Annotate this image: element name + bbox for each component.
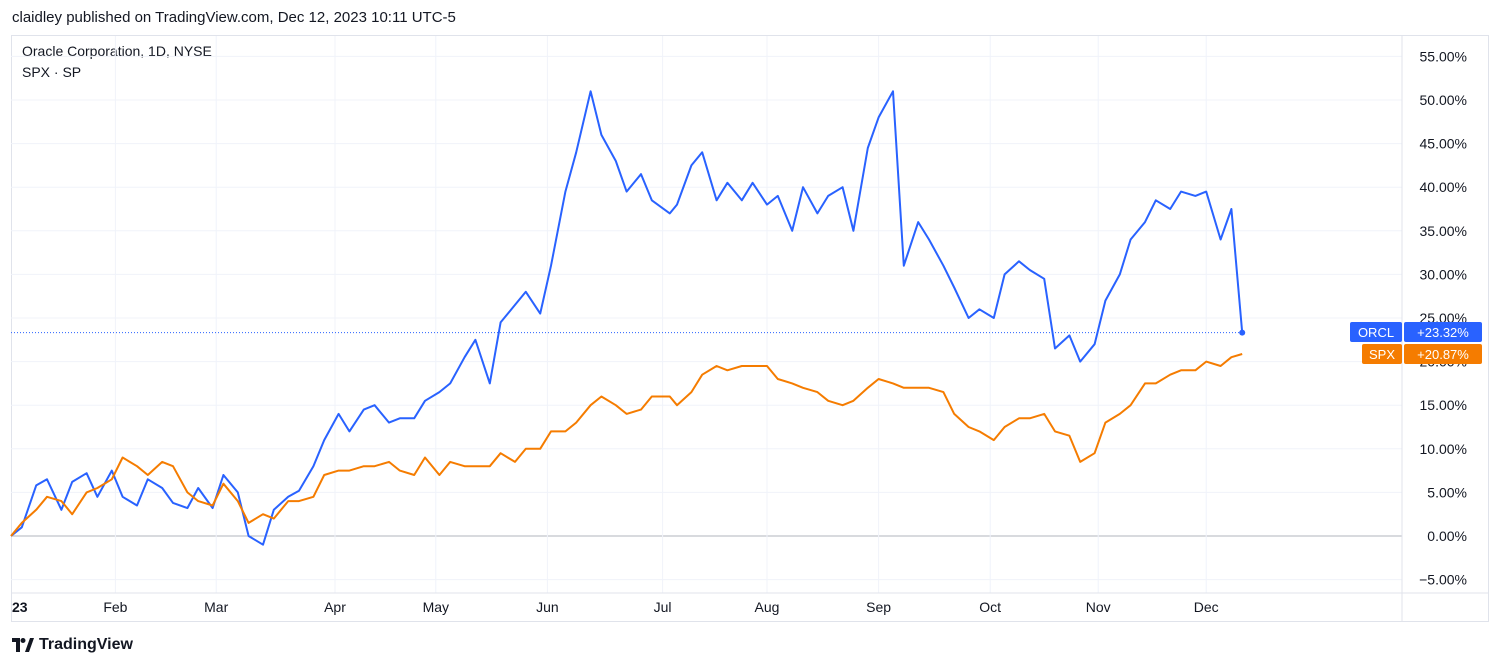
tradingview-logo: TradingView bbox=[12, 636, 133, 654]
x-tick-label: May bbox=[423, 599, 449, 615]
x-tick-label: Apr bbox=[324, 599, 346, 615]
x-tick-label: 23 bbox=[12, 599, 28, 615]
price-tag-symbol: SPX bbox=[1369, 347, 1395, 362]
x-tick-label: Nov bbox=[1086, 599, 1111, 615]
x-tick-label: Feb bbox=[103, 599, 127, 615]
legend-compare-symbol: SPX · SP bbox=[22, 64, 82, 80]
price-tag-value-bg bbox=[1404, 344, 1482, 364]
y-tick-label: 40.00% bbox=[1420, 179, 1467, 195]
y-tick-label: −5.00% bbox=[1419, 572, 1467, 588]
price-tag-symbol-bg bbox=[1350, 322, 1402, 342]
price-tag-value-bg bbox=[1404, 322, 1482, 342]
x-tick-label: Jun bbox=[536, 599, 559, 615]
y-tick-label: 15.00% bbox=[1420, 397, 1467, 413]
price-tag-symbol: ORCL bbox=[1358, 325, 1394, 340]
y-tick-label: 30.00% bbox=[1420, 266, 1467, 282]
chart-frame bbox=[11, 35, 1489, 622]
series-line-spx bbox=[10, 353, 1243, 537]
y-tick-label: 50.00% bbox=[1420, 92, 1467, 108]
x-tick-label: Dec bbox=[1194, 599, 1219, 615]
orcl-last-point bbox=[1239, 329, 1246, 336]
y-tick-label: 45.00% bbox=[1420, 136, 1467, 152]
x-tick-label: Jul bbox=[654, 599, 672, 615]
legend-main-symbol: Oracle Corporation, 1D, NYSE bbox=[22, 43, 212, 59]
x-tick-label: Aug bbox=[755, 599, 780, 615]
price-tag-symbol-bg bbox=[1362, 344, 1402, 364]
x-tick-label: Sep bbox=[866, 599, 891, 615]
publish-info: claidley published on TradingView.com, D… bbox=[12, 9, 456, 26]
tradingview-brand: TradingView bbox=[39, 636, 133, 653]
price-tag-value: +23.32% bbox=[1417, 325, 1469, 340]
price-tag-orcl: ORCL +23.32% bbox=[1350, 322, 1482, 342]
x-tick-label: Oct bbox=[979, 599, 1001, 615]
y-tick-label: 0.00% bbox=[1427, 528, 1467, 544]
price-tag-value: +20.87% bbox=[1417, 347, 1469, 362]
x-tick-label: Mar bbox=[204, 599, 228, 615]
tradingview-logo-icon bbox=[12, 638, 34, 652]
y-tick-label: 10.00% bbox=[1420, 441, 1467, 457]
price-tag-spx: SPX +20.87% bbox=[1362, 344, 1482, 364]
y-tick-label: 35.00% bbox=[1420, 223, 1467, 239]
y-tick-label: 55.00% bbox=[1420, 48, 1467, 64]
y-tick-label: 5.00% bbox=[1427, 484, 1467, 500]
